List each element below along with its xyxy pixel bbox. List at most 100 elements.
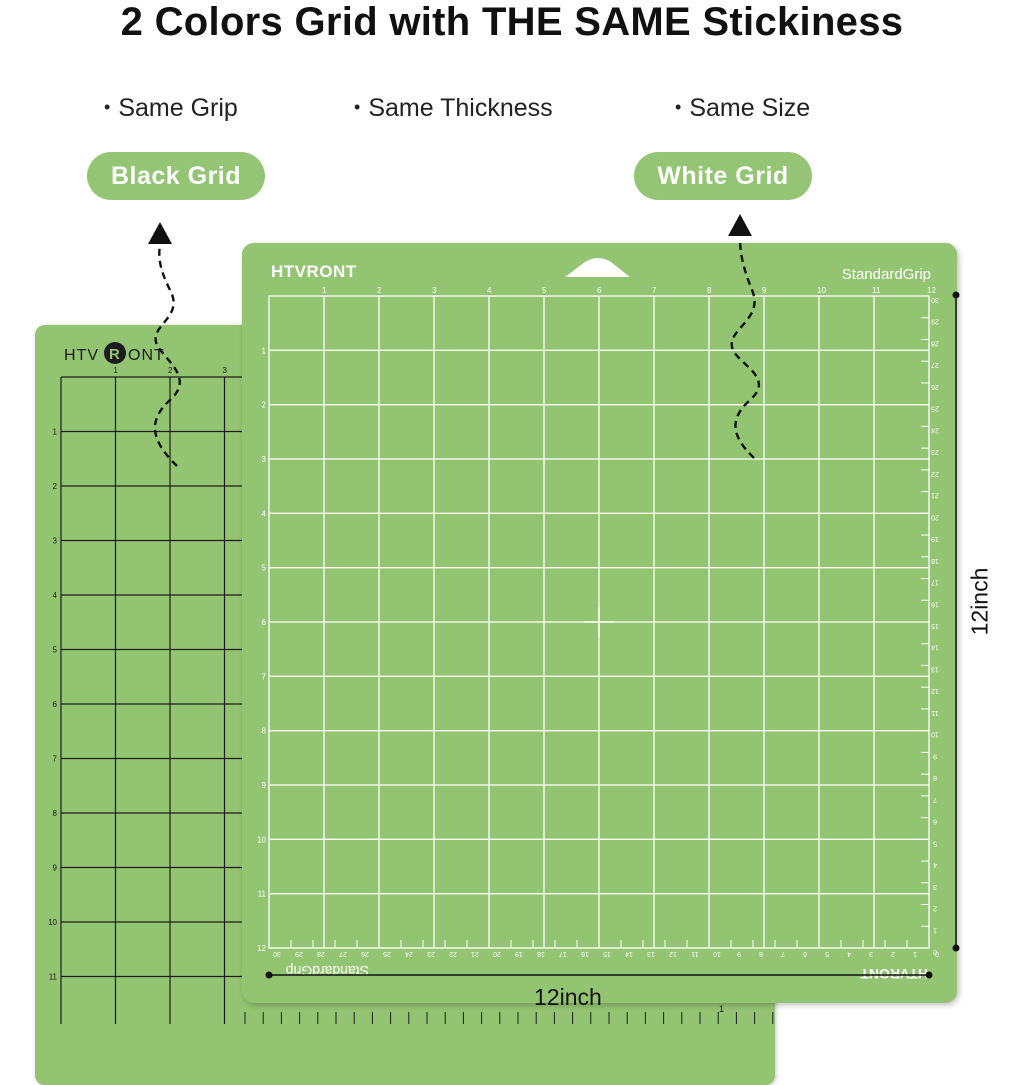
- page-headline: 2 Colors Grid with THE SAME Stickiness: [120, 0, 904, 44]
- black-grid-arrow-path: [153, 244, 181, 467]
- white-right-ruler-label: 3: [933, 883, 937, 890]
- white-bottom-ruler-label: 20: [493, 950, 501, 957]
- white-right-ruler-label: 27: [931, 361, 939, 368]
- bullet-icon: •: [675, 97, 682, 117]
- black-side-ruler-label: 6: [53, 700, 58, 709]
- white-side-ruler-label: 7: [262, 672, 267, 681]
- white-bottom-ruler-label: 6: [803, 950, 807, 957]
- white-side-ruler-label: 12: [257, 944, 266, 953]
- black-grid-lines: [60, 376, 774, 1024]
- white-bottom-ruler-label: 27: [339, 950, 347, 957]
- white-right-ruler-label: 1: [933, 926, 937, 933]
- white-grid-badge: White Grid: [634, 152, 812, 200]
- white-right-ruler-label: 19: [931, 535, 939, 542]
- white-bottom-ruler-label: 5: [825, 950, 829, 957]
- white-bottom-ruler-label: 13: [647, 950, 655, 957]
- white-right-ruler-label: 13: [931, 665, 939, 672]
- black-side-ruler-label: 11: [49, 973, 58, 982]
- black-grid-arrow-head-icon: [148, 222, 172, 244]
- white-right-ruler-label: 2: [933, 905, 937, 912]
- white-bottom-ruler-label: 26: [361, 950, 369, 957]
- white-bottom-ruler-label: 12: [669, 950, 677, 957]
- brand-r-letter: R: [109, 346, 120, 363]
- white-right-ruler-label: 4: [933, 861, 937, 868]
- white-right-ruler-label: 28: [931, 339, 939, 346]
- feature-same-thickness: • Same Thickness: [354, 92, 553, 123]
- black-top-ruler-label: 1: [114, 366, 119, 375]
- white-bottom-ruler-label: 3: [869, 950, 873, 957]
- white-top-ruler-label: 6: [597, 286, 602, 295]
- white-right-ruler-label: 30: [931, 296, 939, 303]
- black-top-ruler-label: 2: [168, 366, 173, 375]
- white-bottom-ruler-label: 29: [295, 950, 303, 957]
- white-bottom-ruler-label: 2: [891, 950, 895, 957]
- black-grid-badge: Black Grid: [87, 152, 265, 200]
- feature-same-size: • Same Size: [675, 92, 810, 123]
- black-side-ruler-label: 8: [53, 809, 58, 818]
- white-side-ruler-label: 10: [257, 835, 266, 844]
- white-right-ruler-label: 23: [931, 448, 939, 455]
- white-bottom-ruler-label: 0: [935, 950, 939, 957]
- white-grid-lines: [268, 295, 930, 949]
- black-top-ruler-label: 3: [223, 366, 228, 375]
- height-dimension-label: 12inch: [966, 567, 993, 636]
- white-side-ruler-label: 6: [262, 618, 267, 627]
- white-side-ruler-label: 2: [262, 401, 267, 410]
- height-dimension-top-dot: [952, 291, 960, 299]
- white-top-ruler-label: 9: [762, 286, 767, 295]
- white-grid-arrow-path: [730, 237, 760, 459]
- white-top-ruler-label: 11: [872, 286, 881, 295]
- white-bottom-ruler-label: 23: [427, 950, 435, 957]
- white-bottom-ruler-label: 17: [559, 950, 567, 957]
- white-right-ruler-label: 21: [931, 492, 939, 499]
- white-right-ruler-label: 7: [933, 796, 937, 803]
- white-right-ruler-label: 14: [931, 644, 939, 651]
- white-bottom-ruler-label: 8: [759, 950, 763, 957]
- white-bottom-ruler-label: 18: [537, 950, 545, 957]
- black-side-ruler-label: 7: [53, 755, 58, 764]
- feature-label: Same Grip: [118, 94, 238, 122]
- white-top-ruler-label: 3: [432, 286, 437, 295]
- black-side-ruler-label: 1: [53, 428, 58, 437]
- white-bottom-ruler-label: 4: [847, 950, 851, 957]
- white-top-ruler-label: 10: [817, 286, 826, 295]
- white-right-ruler-label: 11: [931, 709, 938, 716]
- black-side-ruler-label: 10: [48, 918, 57, 927]
- black-side-ruler-label: 9: [53, 864, 58, 873]
- white-right-ruler-label: 29: [931, 318, 939, 325]
- white-side-ruler-label: 1: [262, 346, 267, 355]
- white-side-ruler-label: 9: [262, 781, 267, 790]
- white-top-ruler-label: 4: [487, 286, 492, 295]
- white-top-ruler-label: 8: [707, 286, 712, 295]
- white-bottom-ruler-label: 22: [449, 950, 457, 957]
- black-corner-marker: 1: [719, 1004, 724, 1014]
- white-side-ruler-label: 11: [258, 890, 267, 899]
- white-right-ruler-label: 20: [931, 513, 939, 520]
- white-bottom-ruler-label: 25: [383, 950, 391, 957]
- white-bottom-ruler-label: 21: [471, 950, 479, 957]
- white-grid-rulers: 1 2 3 4 5 6 7 8 9 10 11 121234567891011123029282726…: [257, 286, 939, 957]
- white-mat-bottom-grip: StandardGrip: [286, 963, 369, 979]
- black-side-ruler-label: 3: [53, 537, 58, 546]
- white-side-ruler-label: 8: [262, 727, 267, 736]
- white-right-ruler-label: 15: [931, 622, 939, 629]
- white-bottom-ruler-label: 28: [317, 950, 325, 957]
- white-bottom-ruler-label: 30: [273, 950, 281, 957]
- white-right-ruler-label: 5: [933, 839, 937, 846]
- hang-hole-icon: [565, 258, 630, 277]
- height-dimension-bottom-dot: [952, 944, 960, 952]
- white-right-ruler-label: 0: [933, 948, 937, 955]
- width-dimension-right-dot: [925, 971, 933, 979]
- white-bottom-ruler-label: 16: [581, 950, 589, 957]
- white-bottom-ruler-label: 14: [625, 950, 633, 957]
- black-side-ruler-label: 2: [53, 482, 58, 491]
- white-top-ruler-label: 2: [377, 286, 382, 295]
- white-grid-arrow-head-icon: [728, 214, 752, 236]
- white-top-ruler-label: 5: [542, 286, 547, 295]
- white-top-ruler-label: 1: [322, 286, 327, 295]
- width-dimension-label: 12inch: [534, 984, 602, 1010]
- white-side-ruler-label: 4: [262, 509, 267, 518]
- white-right-ruler-label: 22: [931, 470, 939, 477]
- brand-r-circle-icon: [104, 342, 126, 364]
